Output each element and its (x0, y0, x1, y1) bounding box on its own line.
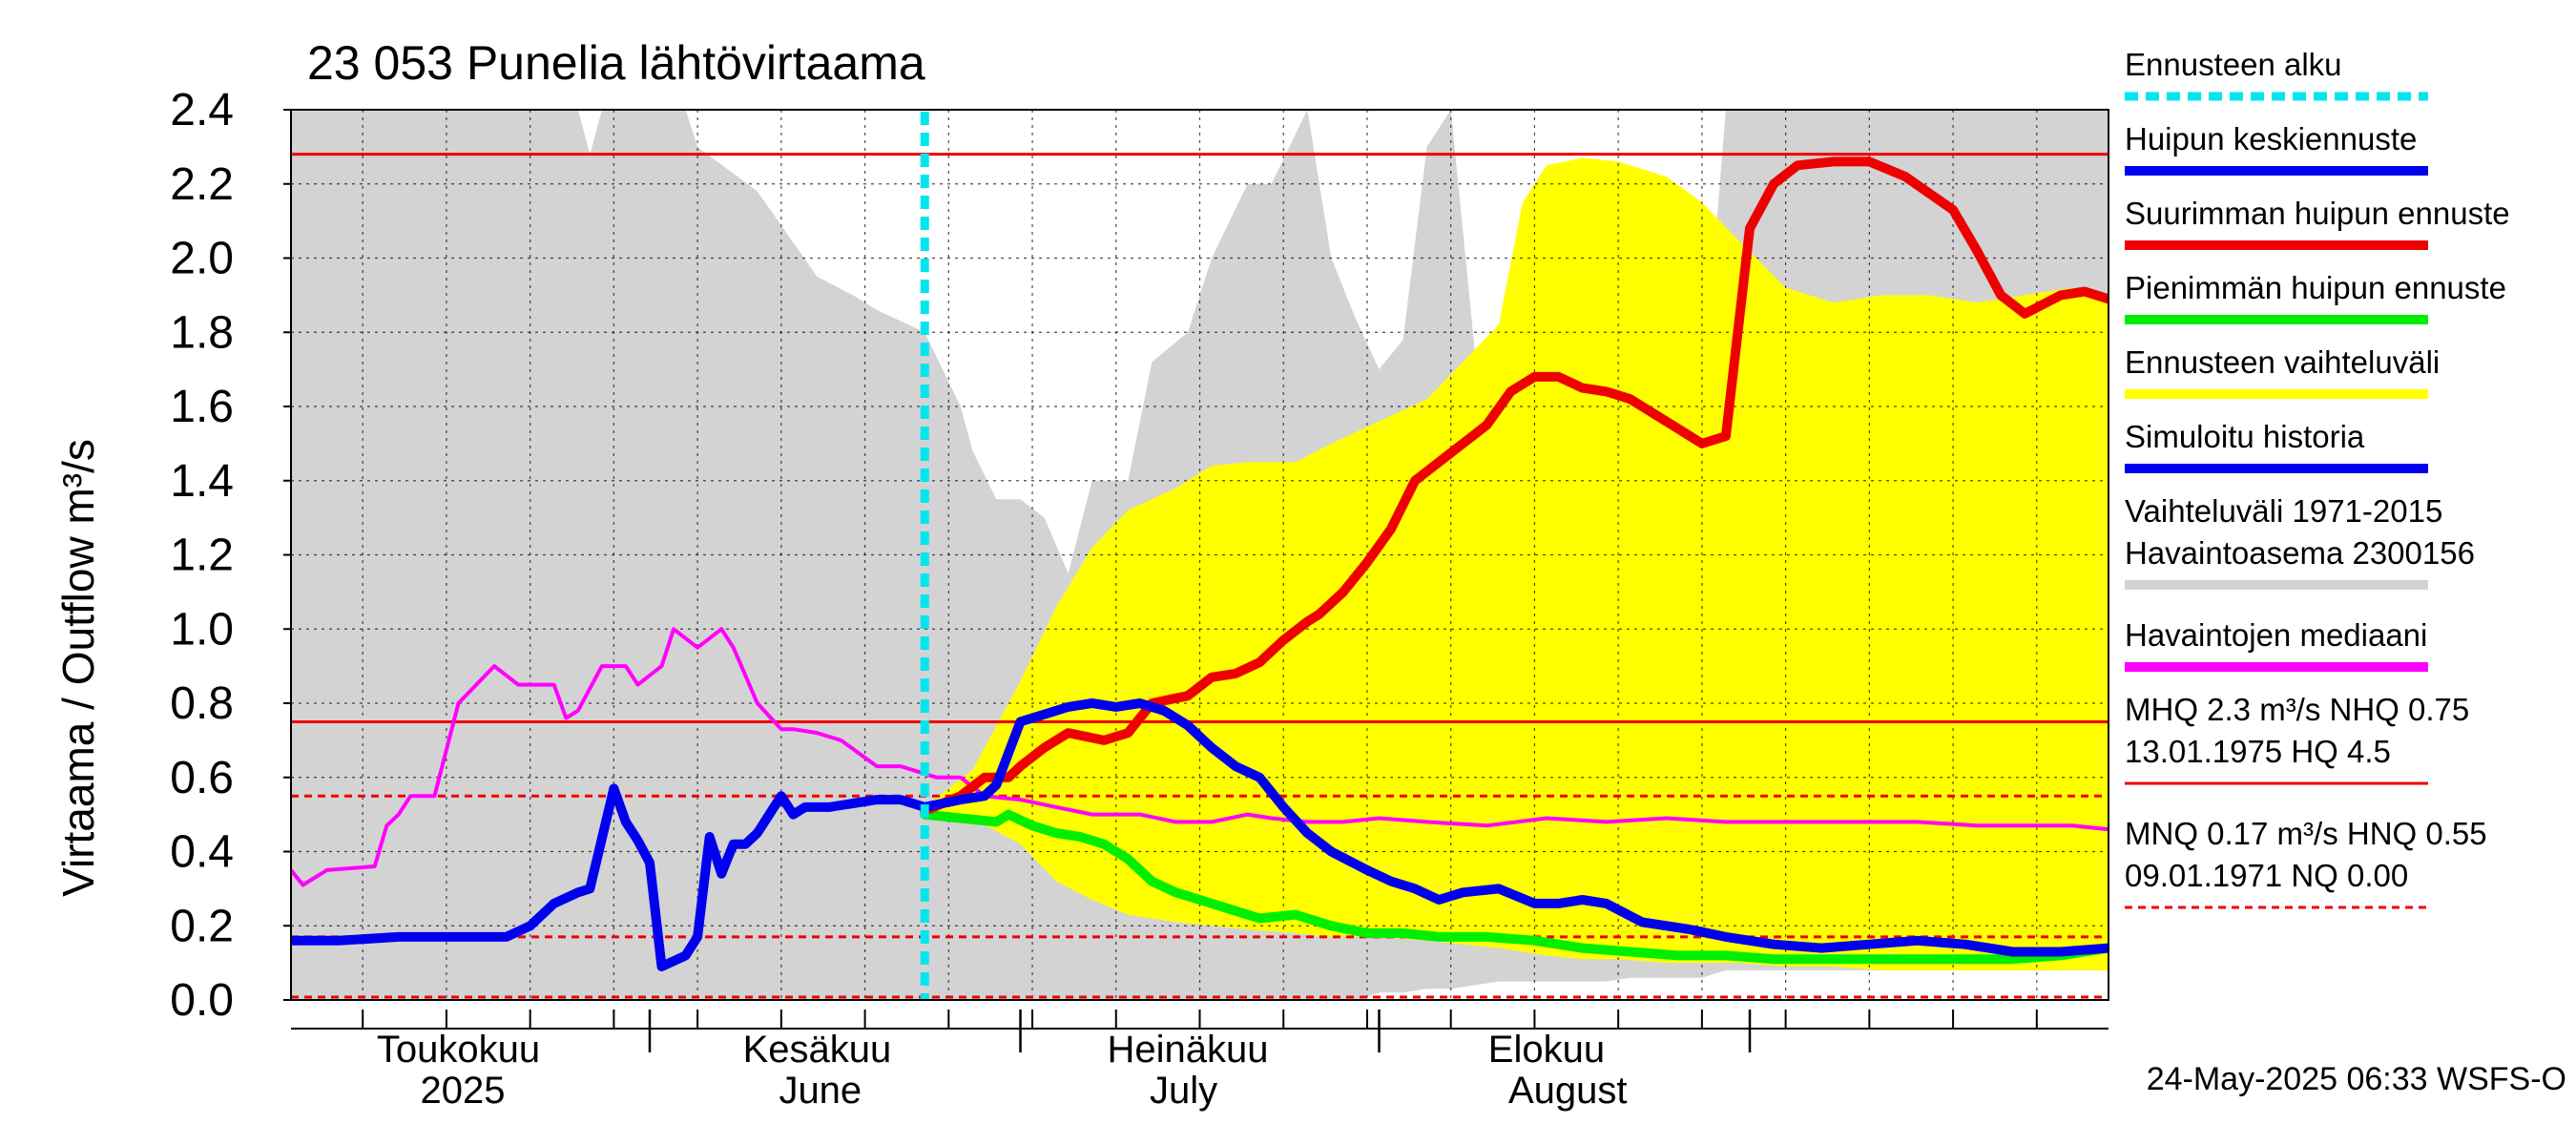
x-year-label: August (1508, 1070, 1628, 1112)
y-axis-label: Virtaama / Outflow m³/s (53, 439, 103, 897)
legend-label: Havaintojen mediaani (2125, 617, 2427, 653)
legend-label: Simuloitu historia (2125, 419, 2365, 454)
y-tick-label: 1.4 (170, 456, 234, 507)
x-month-label: Elokuu (1488, 1029, 1605, 1071)
legend-label: MHQ 2.3 m³/s NHQ 0.75 (2125, 692, 2469, 727)
y-tick-label: 2.2 (170, 159, 234, 210)
axes: 0.0 0.2 0.4 0.6 0.8 1.0 1.2 1.4 1.6 1.8 2.0 2.2 2.4 T… (170, 85, 2109, 1112)
x-year-label: 2025 (420, 1070, 505, 1112)
y-tick-label: 0.6 (170, 753, 234, 803)
legend-label-2: Havaintoasema 2300156 (2125, 535, 2475, 571)
legend-label-2: 09.01.1971 NQ 0.00 (2125, 858, 2408, 893)
x-month-label: Heinäkuu (1107, 1029, 1268, 1071)
chart-title: 23 053 Punelia lähtövirtaama (307, 36, 925, 90)
legend-label: Ennusteen alku (2125, 47, 2342, 82)
y-tick-label: 1.8 (170, 307, 234, 358)
legend-label: Vaihteluväli 1971-2015 (2125, 493, 2442, 529)
x-month-label: Toukokuu (377, 1029, 540, 1071)
plot-area (291, 110, 2109, 1000)
y-tick-label: 2.4 (170, 85, 234, 135)
y-tick-label: 0.0 (170, 975, 234, 1026)
legend-label: Ennusteen vaihteluväli (2125, 344, 2440, 380)
legend-label: Pienimmän huipun ennuste (2125, 270, 2506, 305)
min-peak-forecast-line (920, 809, 2109, 965)
legend-label: MNQ 0.17 m³/s HNQ 0.55 (2125, 816, 2487, 851)
y-tick-label: 1.6 (170, 382, 234, 432)
forecast-range-band (924, 157, 2109, 970)
y-tick-label: 2.0 (170, 234, 234, 284)
y-tick-label: 0.4 (170, 827, 234, 878)
y-tick-label: 1.0 (170, 604, 234, 655)
legend-label-2: 13.01.1975 HQ 4.5 (2125, 734, 2391, 769)
mean-peak-forecast-line (920, 698, 2109, 957)
simulated-history-line (291, 783, 930, 971)
footer-timestamp: 24-May-2025 06:33 WSFS-O (2147, 1061, 2566, 1097)
max-peak-forecast-line (920, 156, 2109, 816)
y-tick-label: 1.2 (170, 531, 234, 581)
x-year-label: July (1150, 1070, 1217, 1112)
y-tick-label: 0.8 (170, 678, 234, 729)
legend-label: Huipun keskiennuste (2125, 121, 2417, 156)
legend: Ennusteen alku Huipun keskiennuste Suurimm… (2125, 47, 2510, 909)
median-line (291, 627, 2109, 887)
y-tick-label: 0.2 (170, 901, 234, 951)
plot-clip-group (291, 110, 2109, 1000)
x-month-label: Kesäkuu (743, 1029, 892, 1071)
x-year-label: June (779, 1070, 862, 1112)
legend-label: Suurimman huipun ennuste (2125, 196, 2510, 231)
